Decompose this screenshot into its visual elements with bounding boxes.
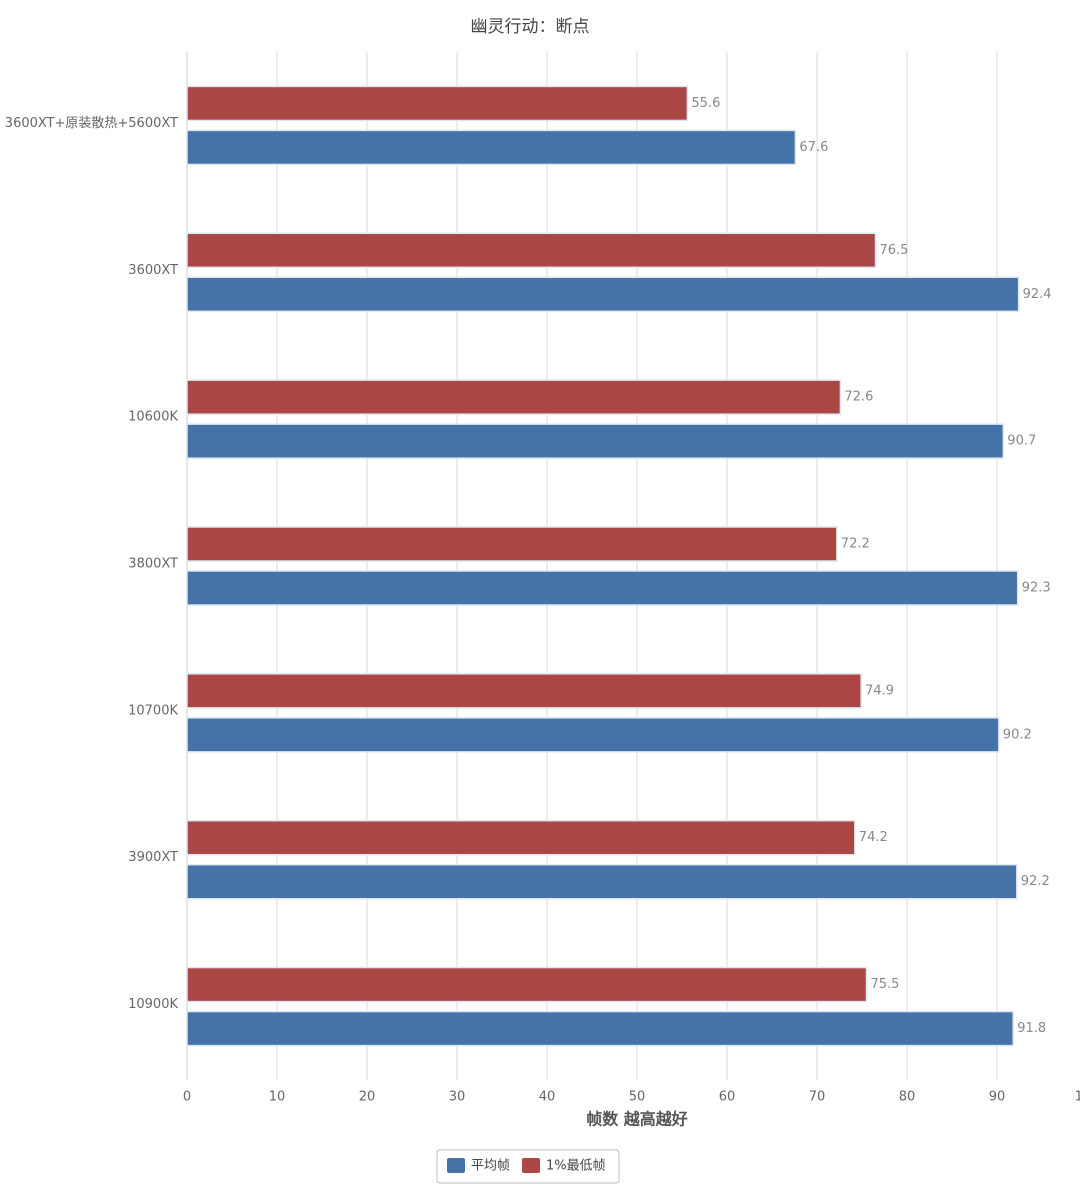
x-tick-label: 30 xyxy=(449,1090,466,1105)
y-tick-label: 10600K xyxy=(128,410,178,425)
x-tick-label: 100 xyxy=(1075,1090,1080,1105)
y-tick-label: 10700K xyxy=(128,703,178,718)
y-tick-label: 3900XT xyxy=(128,850,178,865)
bar xyxy=(186,85,689,122)
value-label: 91.8 xyxy=(1017,1021,1046,1036)
x-tick-label: 80 xyxy=(899,1090,916,1105)
chart-title: 幽灵行动：断点 xyxy=(471,17,590,37)
bar xyxy=(186,863,1018,900)
value-label: 75.5 xyxy=(871,977,900,992)
value-label: 92.2 xyxy=(1021,874,1050,889)
y-tick-label: 3600XT xyxy=(128,263,178,278)
bar xyxy=(186,570,1019,606)
y-tick-label: 3600XT+原装散热+5600XT xyxy=(5,116,178,131)
value-label: 55.6 xyxy=(691,96,720,111)
value-label: 76.5 xyxy=(880,243,909,258)
value-label: 92.4 xyxy=(1023,287,1052,302)
value-label: 72.6 xyxy=(844,390,873,405)
y-tick-label: 3800XT xyxy=(128,557,178,572)
bar xyxy=(186,379,842,415)
legend-swatch xyxy=(522,1158,541,1173)
legend-label: 平均帧 xyxy=(471,1159,510,1174)
x-tick-label: 90 xyxy=(989,1090,1006,1105)
x-tick-label: 20 xyxy=(359,1090,376,1105)
bar xyxy=(186,673,862,709)
value-label: 90.2 xyxy=(1003,727,1032,742)
bar xyxy=(186,717,1000,753)
y-tick-label: 10900K xyxy=(128,997,178,1012)
bar xyxy=(186,819,856,856)
legend-label: 1%最低帧 xyxy=(546,1159,606,1174)
bar xyxy=(186,966,868,1003)
bar xyxy=(186,276,1020,313)
bar xyxy=(186,526,838,562)
value-label: 72.2 xyxy=(841,537,870,552)
bar xyxy=(186,423,1005,459)
x-tick-label: 60 xyxy=(719,1090,736,1105)
x-tick-label: 0 xyxy=(183,1090,191,1105)
x-tick-label: 40 xyxy=(539,1090,556,1105)
value-label: 74.2 xyxy=(859,830,888,845)
bar xyxy=(186,232,877,269)
value-label: 90.7 xyxy=(1007,434,1036,449)
x-tick-label: 10 xyxy=(269,1090,286,1105)
bar xyxy=(186,129,797,166)
value-label: 74.9 xyxy=(865,683,894,698)
bar xyxy=(186,1010,1014,1047)
value-label: 92.3 xyxy=(1022,581,1051,596)
value-label: 67.6 xyxy=(799,140,828,155)
legend-swatch xyxy=(447,1158,465,1173)
x-axis-label: 帧数 越高越好 xyxy=(586,1110,688,1129)
x-tick-label: 50 xyxy=(629,1090,646,1105)
x-tick-label: 70 xyxy=(809,1090,826,1105)
